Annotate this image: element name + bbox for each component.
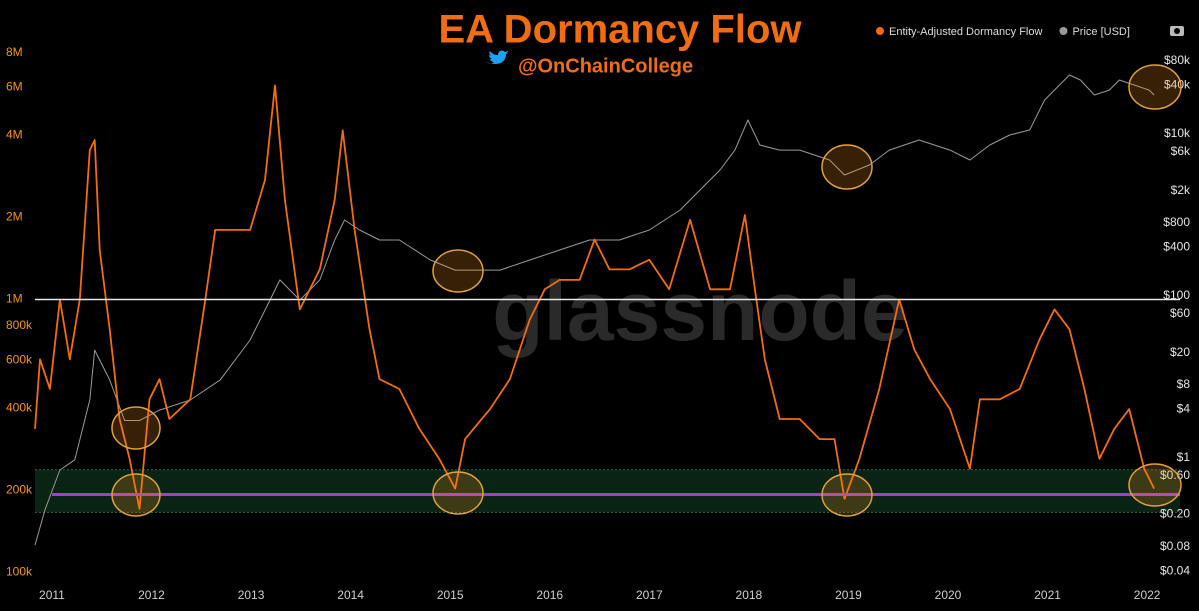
y2-tick-label: $800 (1163, 215, 1190, 229)
y2-tick-label: $20 (1170, 345, 1190, 359)
y2-tick-label: $80k (1164, 53, 1191, 67)
x-tick-label: 2017 (636, 588, 663, 602)
y2-tick-label: $40k (1164, 77, 1191, 91)
y2-tick-label: $10k (1164, 126, 1191, 140)
highlight-circle (111, 406, 161, 450)
x-tick-label: 2016 (536, 588, 563, 602)
y2-tick-label: $400 (1163, 239, 1190, 253)
x-tick-label: 2021 (1034, 588, 1061, 602)
y2-tick-label: $0.08 (1160, 539, 1190, 553)
camera-icon (1170, 26, 1184, 36)
highlight-circle (821, 144, 873, 190)
twitter-icon (486, 50, 508, 65)
chart-subtitle: @OnChainCollege (518, 55, 693, 77)
x-tick-label: 2015 (437, 588, 464, 602)
y2-tick-label: $2k (1171, 183, 1191, 197)
highlight-circle (1128, 463, 1182, 507)
x-tick-label: 2014 (337, 588, 364, 602)
x-tick-label: 2020 (935, 588, 962, 602)
legend-label: Entity-Adjusted Dormancy Flow (889, 26, 1042, 38)
y2-tick-label: $100 (1163, 288, 1190, 302)
y-tick-label: 4M (6, 127, 23, 141)
y-tick-label: 400k (6, 400, 33, 414)
highlight-circle (111, 473, 161, 517)
highlight-circle (432, 471, 484, 515)
band (35, 469, 1180, 513)
y-tick-label: 600k (6, 352, 33, 366)
legend-marker (1059, 27, 1068, 35)
chart-title: EA Dormancy Flow (438, 8, 802, 52)
y-tick-label: 6M (6, 79, 23, 93)
y-tick-label: 100k (6, 565, 33, 579)
highlight-circle (432, 249, 484, 293)
y-tick-label: 2M (6, 210, 23, 224)
y2-tick-label: $0.60 (1160, 468, 1190, 482)
y2-tick-label: $0.04 (1160, 563, 1190, 577)
x-tick-label: 2012 (138, 588, 165, 602)
camera-lens (1174, 28, 1180, 34)
legend-label: Price [USD] (1072, 26, 1129, 38)
legend-marker (876, 27, 884, 35)
y2-tick-label: $1 (1177, 450, 1191, 464)
x-tick-label: 2022 (1134, 588, 1161, 602)
x-tick-label: 2013 (238, 588, 265, 602)
legend: Entity-Adjusted Dormancy Flow Price [USD] (876, 26, 1130, 38)
y-tick-label: 1M (6, 292, 23, 306)
y2-tick-label: $60 (1170, 306, 1190, 320)
y-tick-label: 200k (6, 483, 33, 497)
x-tick-label: 2011 (39, 588, 65, 602)
watermark: glassnode (492, 264, 907, 358)
y2-tick-label: $4 (1177, 401, 1191, 415)
y-tick-label: 8M (6, 45, 23, 59)
x-tick-label: 2018 (736, 588, 763, 602)
y-tick-label: 800k (6, 318, 33, 332)
plot-area: 8M 6M 4M 2M 1M 800k 600k 400k 200k 100k $80k $40k $1… (6, 45, 1191, 602)
highlight-circle (1128, 64, 1182, 110)
series-line (34, 84, 1155, 510)
series-line (34, 74, 1155, 546)
highlight-circle (821, 473, 873, 517)
y2-tick-label: $8 (1177, 377, 1191, 391)
y2-tick-label: $0.20 (1160, 507, 1190, 521)
y2-tick-label: $6k (1171, 144, 1191, 158)
x-tick-label: 2019 (835, 588, 862, 602)
highlights (111, 64, 1182, 517)
